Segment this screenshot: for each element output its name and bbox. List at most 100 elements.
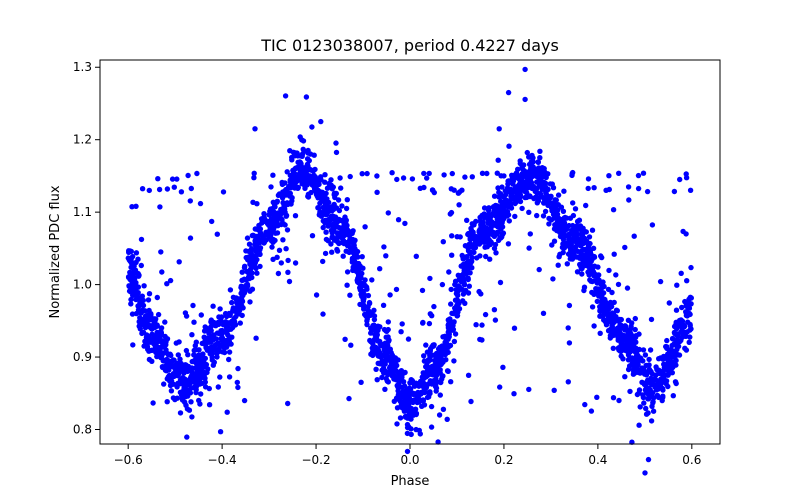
data-point bbox=[194, 355, 200, 361]
data-point bbox=[329, 230, 335, 236]
data-point bbox=[131, 267, 138, 273]
data-point bbox=[672, 379, 679, 385]
data-point bbox=[605, 286, 612, 293]
data-point bbox=[458, 277, 464, 283]
data-point bbox=[158, 325, 165, 331]
data-point bbox=[438, 379, 444, 386]
data-point bbox=[683, 171, 689, 177]
data-point bbox=[483, 253, 489, 260]
data-point bbox=[292, 260, 299, 266]
data-point bbox=[663, 380, 669, 387]
data-point bbox=[198, 360, 204, 366]
data-point bbox=[239, 269, 245, 275]
data-point bbox=[190, 302, 196, 309]
data-point bbox=[390, 366, 397, 372]
data-point bbox=[394, 176, 400, 183]
data-point bbox=[346, 249, 352, 256]
data-point bbox=[566, 232, 572, 239]
data-point bbox=[226, 356, 232, 363]
data-point bbox=[251, 170, 257, 176]
data-point bbox=[233, 295, 239, 301]
data-point bbox=[636, 390, 642, 396]
data-point bbox=[315, 195, 321, 201]
data-point bbox=[282, 222, 288, 228]
data-point bbox=[501, 215, 507, 222]
data-point bbox=[463, 287, 469, 294]
data-point bbox=[586, 251, 592, 258]
data-point bbox=[557, 229, 563, 235]
data-point bbox=[283, 246, 289, 252]
data-point bbox=[426, 170, 432, 177]
data-point bbox=[456, 202, 462, 208]
data-point bbox=[150, 400, 156, 406]
data-point bbox=[541, 195, 547, 201]
data-point bbox=[189, 332, 195, 338]
y-axis-label: Normalized PDC flux bbox=[48, 185, 63, 318]
data-point bbox=[644, 188, 651, 195]
data-point bbox=[138, 236, 145, 243]
data-point bbox=[637, 404, 643, 410]
data-point bbox=[583, 202, 589, 209]
data-point bbox=[682, 345, 688, 351]
data-point bbox=[586, 246, 592, 253]
data-point bbox=[421, 358, 428, 364]
data-point bbox=[328, 177, 334, 183]
data-point bbox=[159, 364, 166, 370]
data-point bbox=[577, 261, 583, 268]
data-point bbox=[171, 357, 177, 363]
data-point bbox=[643, 405, 649, 412]
data-point bbox=[360, 298, 367, 304]
data-point bbox=[248, 251, 254, 257]
data-point bbox=[477, 240, 483, 246]
data-point bbox=[541, 200, 547, 206]
data-point bbox=[130, 342, 136, 348]
data-point bbox=[251, 175, 257, 181]
data-point bbox=[497, 224, 503, 230]
data-point bbox=[666, 300, 672, 306]
data-point bbox=[551, 238, 558, 244]
data-point bbox=[638, 355, 644, 361]
data-point bbox=[506, 218, 512, 224]
data-point bbox=[253, 335, 259, 341]
data-point bbox=[669, 342, 675, 349]
data-point bbox=[491, 245, 498, 252]
data-point bbox=[509, 195, 515, 202]
data-point bbox=[387, 292, 393, 298]
data-point bbox=[423, 374, 429, 380]
data-point bbox=[145, 297, 152, 303]
data-point bbox=[479, 322, 485, 328]
data-point bbox=[236, 307, 243, 314]
data-point bbox=[235, 365, 241, 372]
data-point bbox=[415, 389, 421, 396]
data-point bbox=[287, 190, 293, 197]
data-point bbox=[481, 211, 487, 217]
data-point bbox=[136, 319, 142, 325]
data-point bbox=[216, 321, 222, 327]
data-point bbox=[341, 222, 347, 228]
data-point bbox=[669, 359, 676, 365]
data-point bbox=[643, 411, 650, 417]
data-point bbox=[553, 206, 559, 213]
data-point bbox=[419, 403, 425, 409]
data-point bbox=[247, 299, 253, 305]
data-point bbox=[522, 96, 528, 103]
data-point bbox=[537, 148, 543, 154]
x-tick-label: −0.2 bbox=[301, 453, 330, 467]
data-point bbox=[274, 230, 281, 236]
data-point bbox=[616, 329, 623, 336]
data-point bbox=[467, 241, 474, 247]
data-point bbox=[226, 349, 233, 355]
data-point bbox=[207, 345, 213, 351]
data-point bbox=[222, 310, 229, 317]
data-point bbox=[466, 283, 472, 289]
data-point bbox=[611, 251, 617, 257]
data-point bbox=[382, 386, 388, 392]
data-point bbox=[265, 219, 271, 226]
data-point bbox=[497, 279, 504, 286]
data-point bbox=[381, 244, 387, 250]
data-point bbox=[428, 403, 435, 410]
data-point bbox=[239, 303, 245, 309]
data-point bbox=[149, 358, 155, 364]
data-point bbox=[177, 356, 183, 362]
data-point bbox=[530, 159, 536, 165]
